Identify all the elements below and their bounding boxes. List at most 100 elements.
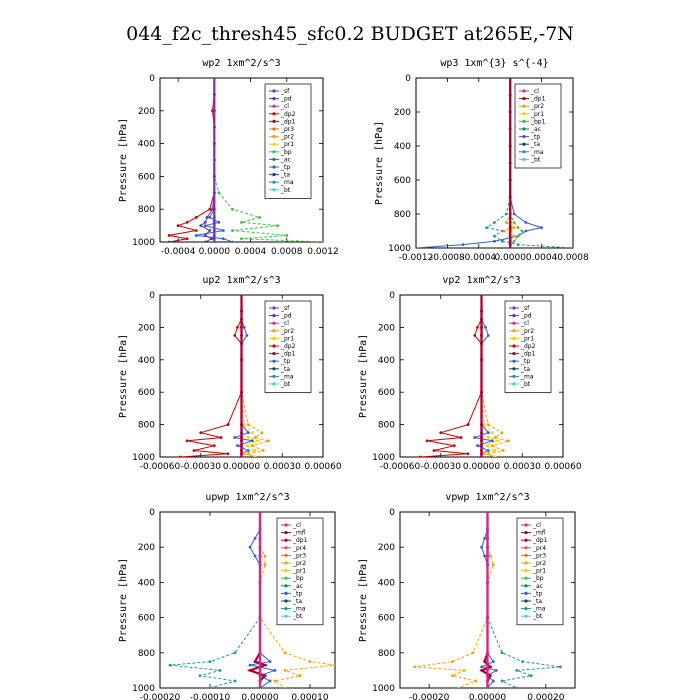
series-point-cl	[486, 512, 489, 514]
series-point-dp2	[194, 216, 198, 219]
series-point-dp1	[480, 444, 483, 448]
x-tick-label: 0.0008	[557, 253, 589, 263]
series-point-dp1	[508, 221, 512, 224]
legend-label: _pr3	[292, 552, 306, 559]
series-point-bp	[240, 220, 243, 224]
series-point-cl	[486, 563, 489, 567]
legend-marker-pr1	[284, 569, 288, 573]
series-point-dp1	[480, 452, 483, 456]
series-point-bp	[231, 229, 234, 232]
series-point-pr2	[451, 674, 454, 678]
legend-marker-pr1	[522, 112, 526, 116]
legend-label: _cl	[280, 103, 289, 110]
legend-marker-tp	[522, 135, 526, 139]
series-point-pr1	[253, 455, 257, 457]
legend-marker-ma	[524, 607, 528, 611]
series-point-dp1	[489, 674, 492, 678]
legend-marker-sf	[512, 306, 516, 310]
series-point-tp	[540, 226, 543, 230]
series-point-tp	[480, 545, 484, 549]
series-point-dp2	[219, 436, 223, 439]
series-point-pd	[203, 220, 207, 224]
legend-label: _ac	[292, 583, 303, 590]
y-tick-label: 800	[138, 421, 155, 431]
series-point-dp1	[240, 309, 243, 313]
series-point-dp1	[480, 390, 483, 394]
plot-frame	[415, 77, 574, 249]
legend-label: _pr2	[530, 103, 544, 110]
series-point-cl	[486, 545, 489, 549]
series-point-bp	[258, 216, 262, 219]
series-point-tp	[524, 221, 528, 224]
panel-4: vp2 1xm^2/s^3 Pressure [hPa] 0 200 400 600 800…	[358, 275, 582, 472]
series-point-dp2	[167, 240, 171, 242]
legend-label: _bp	[532, 575, 544, 582]
y-tick-label: 1000	[132, 453, 155, 463]
series-point-dp1	[240, 295, 243, 297]
series-point-dp1	[480, 342, 483, 345]
legend-marker-sf	[272, 306, 276, 310]
series-point-tp	[512, 212, 516, 216]
legend-label: _bt	[280, 381, 291, 388]
series-line-tp	[232, 295, 253, 457]
series-point-cl	[258, 545, 262, 549]
series-point-dp2	[178, 455, 182, 457]
series-point-pd	[208, 229, 212, 232]
series-point-pr2	[413, 665, 416, 669]
series-point-bp	[285, 234, 289, 237]
y-tick-label: 0	[405, 74, 411, 84]
series-point-tp	[491, 679, 495, 683]
series-point-tp	[476, 444, 479, 448]
series-point-pr1	[493, 449, 497, 452]
x-tick-label: 0.00000	[463, 462, 500, 472]
legend-marker-dp1	[524, 538, 528, 542]
series-point-sf	[212, 93, 216, 96]
legend-label: _ta	[280, 172, 290, 179]
legend-marker-ac	[272, 157, 276, 161]
y-tick-label: 0	[149, 291, 155, 301]
series-point-cl	[486, 537, 489, 540]
series-point-pr2	[273, 679, 277, 683]
series-point-dp1	[263, 674, 267, 678]
series-point-dp1	[480, 431, 483, 435]
y-axis-label: Pressure [hPa]	[358, 334, 369, 418]
legend-marker-bt	[524, 614, 528, 618]
series-point-tp	[233, 436, 237, 439]
legend-marker-pr4	[284, 546, 288, 550]
series-point-cl	[258, 554, 262, 558]
legend-marker-pr3	[284, 553, 288, 558]
series-point-ma	[493, 221, 496, 224]
series-point-tp	[208, 216, 212, 219]
series-point-bp	[321, 240, 323, 242]
legend-marker-dp1	[284, 538, 288, 542]
series-point-dp1	[240, 390, 243, 394]
series-point-pd	[203, 240, 207, 242]
legend-marker-tp	[524, 591, 528, 596]
series-point-ma	[233, 679, 237, 683]
legend-label: _pr1	[530, 111, 544, 118]
y-tick-label: 1000	[372, 684, 395, 694]
legend-label: _ma	[292, 606, 306, 613]
series-point-cl	[486, 665, 489, 669]
series-point-dp2	[473, 334, 477, 337]
series-point-tp	[221, 237, 225, 241]
legend-marker-pr1	[512, 336, 516, 340]
legend-label: _dp1	[280, 351, 296, 358]
series-point-pr2	[512, 226, 516, 230]
series-point-cl	[258, 663, 262, 667]
series-point-sf	[212, 216, 216, 219]
legend-marker-bt	[272, 382, 276, 386]
series-point-tp	[486, 431, 490, 435]
y-tick-label: 200	[138, 107, 155, 117]
series-point-dp1	[508, 226, 512, 230]
series-point-dp1	[508, 93, 512, 97]
legend-label: _ma	[280, 179, 294, 186]
series-point-dp1	[480, 436, 483, 439]
series-point-sf	[212, 224, 216, 228]
series-point-dp1	[240, 358, 243, 362]
y-tick-label: 400	[138, 140, 155, 150]
legend-marker-pr2	[272, 135, 276, 139]
series-point-cl	[486, 669, 489, 672]
series-point-pr1	[496, 439, 500, 443]
